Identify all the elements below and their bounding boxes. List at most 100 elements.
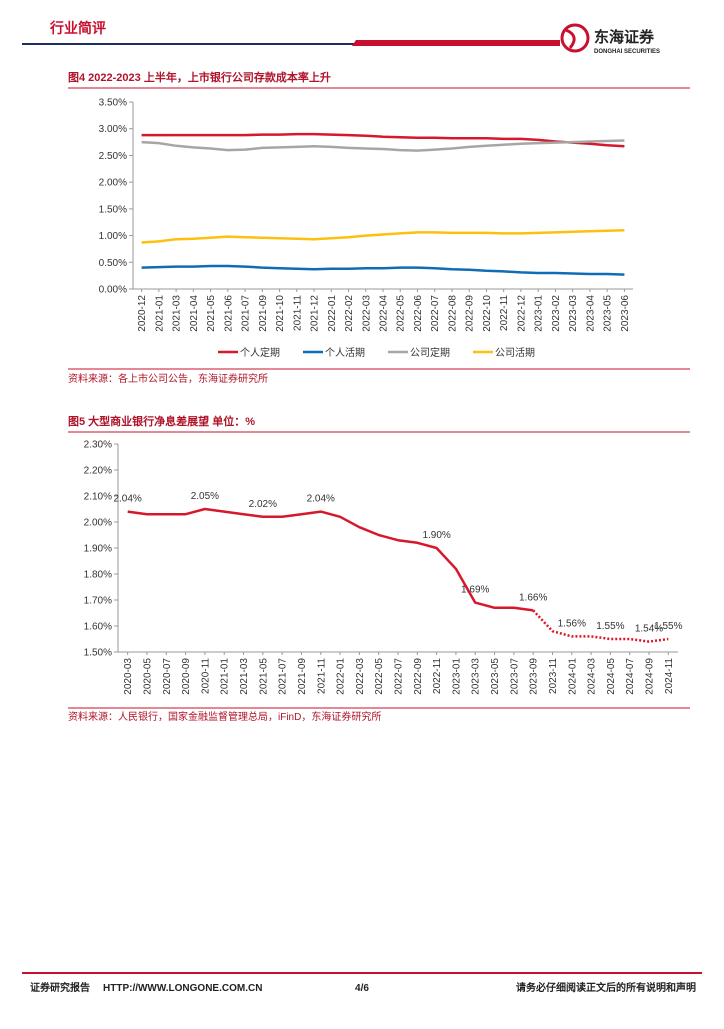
x-tick-label: 2023-01 <box>451 658 462 695</box>
legend-label: 个人定期 <box>240 346 280 359</box>
x-tick-label: 2020-05 <box>142 658 153 695</box>
x-tick-label: 2022-11 <box>432 658 443 694</box>
x-tick-label: 2023-01 <box>534 295 545 332</box>
data-label: 1.55% <box>596 621 624 632</box>
x-tick-label: 2023-05 <box>603 295 614 332</box>
y-tick-label: 1.60% <box>84 622 112 633</box>
section-label: 行业简评 <box>49 20 106 36</box>
legend-label: 公司定期 <box>410 346 450 359</box>
x-tick-label: 2022-05 <box>374 658 385 695</box>
footer-label: 证券研究报告 <box>30 981 90 994</box>
x-tick-label: 2022-06 <box>413 295 424 332</box>
data-label: 1.55% <box>654 621 682 632</box>
x-tick-label: 2022-03 <box>361 295 372 332</box>
logo-swirl <box>565 28 576 49</box>
y-tick-label: 2.50% <box>99 151 127 162</box>
legend-label: 个人活期 <box>325 347 365 359</box>
x-tick-label: 2024-01 <box>567 658 578 695</box>
x-tick-label: 2022-02 <box>344 295 355 332</box>
x-tick-label: 2020-11 <box>200 658 211 694</box>
x-tick-label: 2024-05 <box>606 658 617 695</box>
x-tick-label: 2022-09 <box>465 295 476 332</box>
y-tick-label: 1.70% <box>84 596 112 607</box>
x-tick-label: 2021-11 <box>292 295 303 331</box>
footer-url: HTTP://WWW.LONGONE.COM.CN <box>103 983 262 994</box>
series-line <box>141 139 625 152</box>
data-label: 1.69% <box>461 585 489 596</box>
y-tick-label: 0.50% <box>99 258 127 269</box>
x-tick-label: 2024-11 <box>664 658 675 694</box>
x-tick-label: 2022-07 <box>430 295 441 332</box>
page-number: 4/6 <box>355 983 369 994</box>
source-note: 资料来源：人民银行，国家金融监督管理总局，iFinD，东海证券研究所 <box>68 710 381 723</box>
x-tick-label: 2022-12 <box>516 295 527 332</box>
y-tick-label: 0.00% <box>99 285 127 296</box>
y-tick-label: 2.20% <box>84 466 112 477</box>
x-tick-label: 2021-07 <box>241 295 252 332</box>
data-label: 1.90% <box>422 530 450 541</box>
x-tick-label: 2022-10 <box>482 295 493 332</box>
y-tick-label: 2.00% <box>84 518 112 529</box>
figure-title: 图4 2022-2023 上半年，上市银行公司存款成本率上升 <box>68 70 331 84</box>
data-label: 1.54% <box>635 624 663 635</box>
series-line <box>127 507 534 612</box>
y-tick-label: 1.80% <box>84 570 112 581</box>
data-label: 1.56% <box>558 618 586 629</box>
x-tick-label: 2021-01 <box>154 295 165 332</box>
data-label: 2.04% <box>113 494 141 505</box>
data-label: 1.66% <box>519 592 547 603</box>
x-tick-label: 2021-12 <box>310 295 321 332</box>
y-tick-label: 3.00% <box>99 124 127 135</box>
x-tick-label: 2021-03 <box>239 658 250 695</box>
x-tick-label: 2021-03 <box>172 295 183 332</box>
x-tick-label: 2024-07 <box>625 658 636 695</box>
x-tick-label: 2023-05 <box>490 658 501 695</box>
series-line <box>532 609 669 643</box>
x-tick-label: 2022-03 <box>355 658 366 695</box>
x-tick-label: 2022-01 <box>327 295 338 332</box>
series-line <box>141 264 625 276</box>
x-tick-label: 2023-11 <box>548 658 559 694</box>
x-tick-label: 2020-09 <box>181 658 192 695</box>
y-tick-label: 1.00% <box>99 231 127 242</box>
y-tick-label: 2.00% <box>99 178 127 189</box>
x-tick-label: 2023-03 <box>568 295 579 332</box>
x-tick-label: 2022-04 <box>379 295 390 332</box>
x-tick-label: 2020-12 <box>137 295 148 332</box>
x-tick-label: 2024-03 <box>587 658 598 695</box>
logo: 东海证券 DONGHAI SECURITIES <box>560 23 660 55</box>
y-tick-label: 3.50% <box>99 98 127 109</box>
x-tick-label: 2022-09 <box>413 658 424 695</box>
data-label: 2.04% <box>307 494 335 505</box>
x-tick-label: 2023-09 <box>529 658 540 695</box>
x-tick-label: 2020-03 <box>123 658 134 695</box>
x-tick-label: 2024-09 <box>645 658 656 695</box>
disclaimer: 请务必仔细阅读正文后的所有说明和声明 <box>516 981 696 994</box>
y-tick-label: 1.50% <box>84 648 112 659</box>
x-tick-label: 2021-07 <box>278 658 289 695</box>
y-tick-label: 1.50% <box>99 204 127 215</box>
x-tick-label: 2023-06 <box>620 295 631 332</box>
x-tick-label: 2021-05 <box>258 658 269 695</box>
x-tick-label: 2021-10 <box>275 295 286 332</box>
figure-title: 图5 大型商业银行净息差展望 单位：% <box>68 414 255 428</box>
y-tick-label: 1.90% <box>84 544 112 555</box>
x-tick-label: 2023-07 <box>509 658 520 695</box>
series-line <box>141 228 625 244</box>
x-tick-label: 2022-01 <box>336 658 347 695</box>
x-tick-label: 2023-04 <box>585 295 596 332</box>
data-label: 2.02% <box>249 499 277 510</box>
x-tick-label: 2023-02 <box>551 295 562 332</box>
x-tick-label: 2022-08 <box>447 295 458 332</box>
x-tick-label: 2022-07 <box>394 658 405 695</box>
x-tick-label: 2022-05 <box>396 295 407 332</box>
x-tick-label: 2022-11 <box>499 295 510 331</box>
x-tick-label: 2021-06 <box>223 295 234 332</box>
logo-text: 东海证券 <box>594 28 655 46</box>
series-line <box>141 132 625 148</box>
x-tick-label: 2021-11 <box>316 658 327 694</box>
y-tick-label: 2.30% <box>84 440 112 451</box>
x-tick-label: 2020-07 <box>162 658 173 695</box>
